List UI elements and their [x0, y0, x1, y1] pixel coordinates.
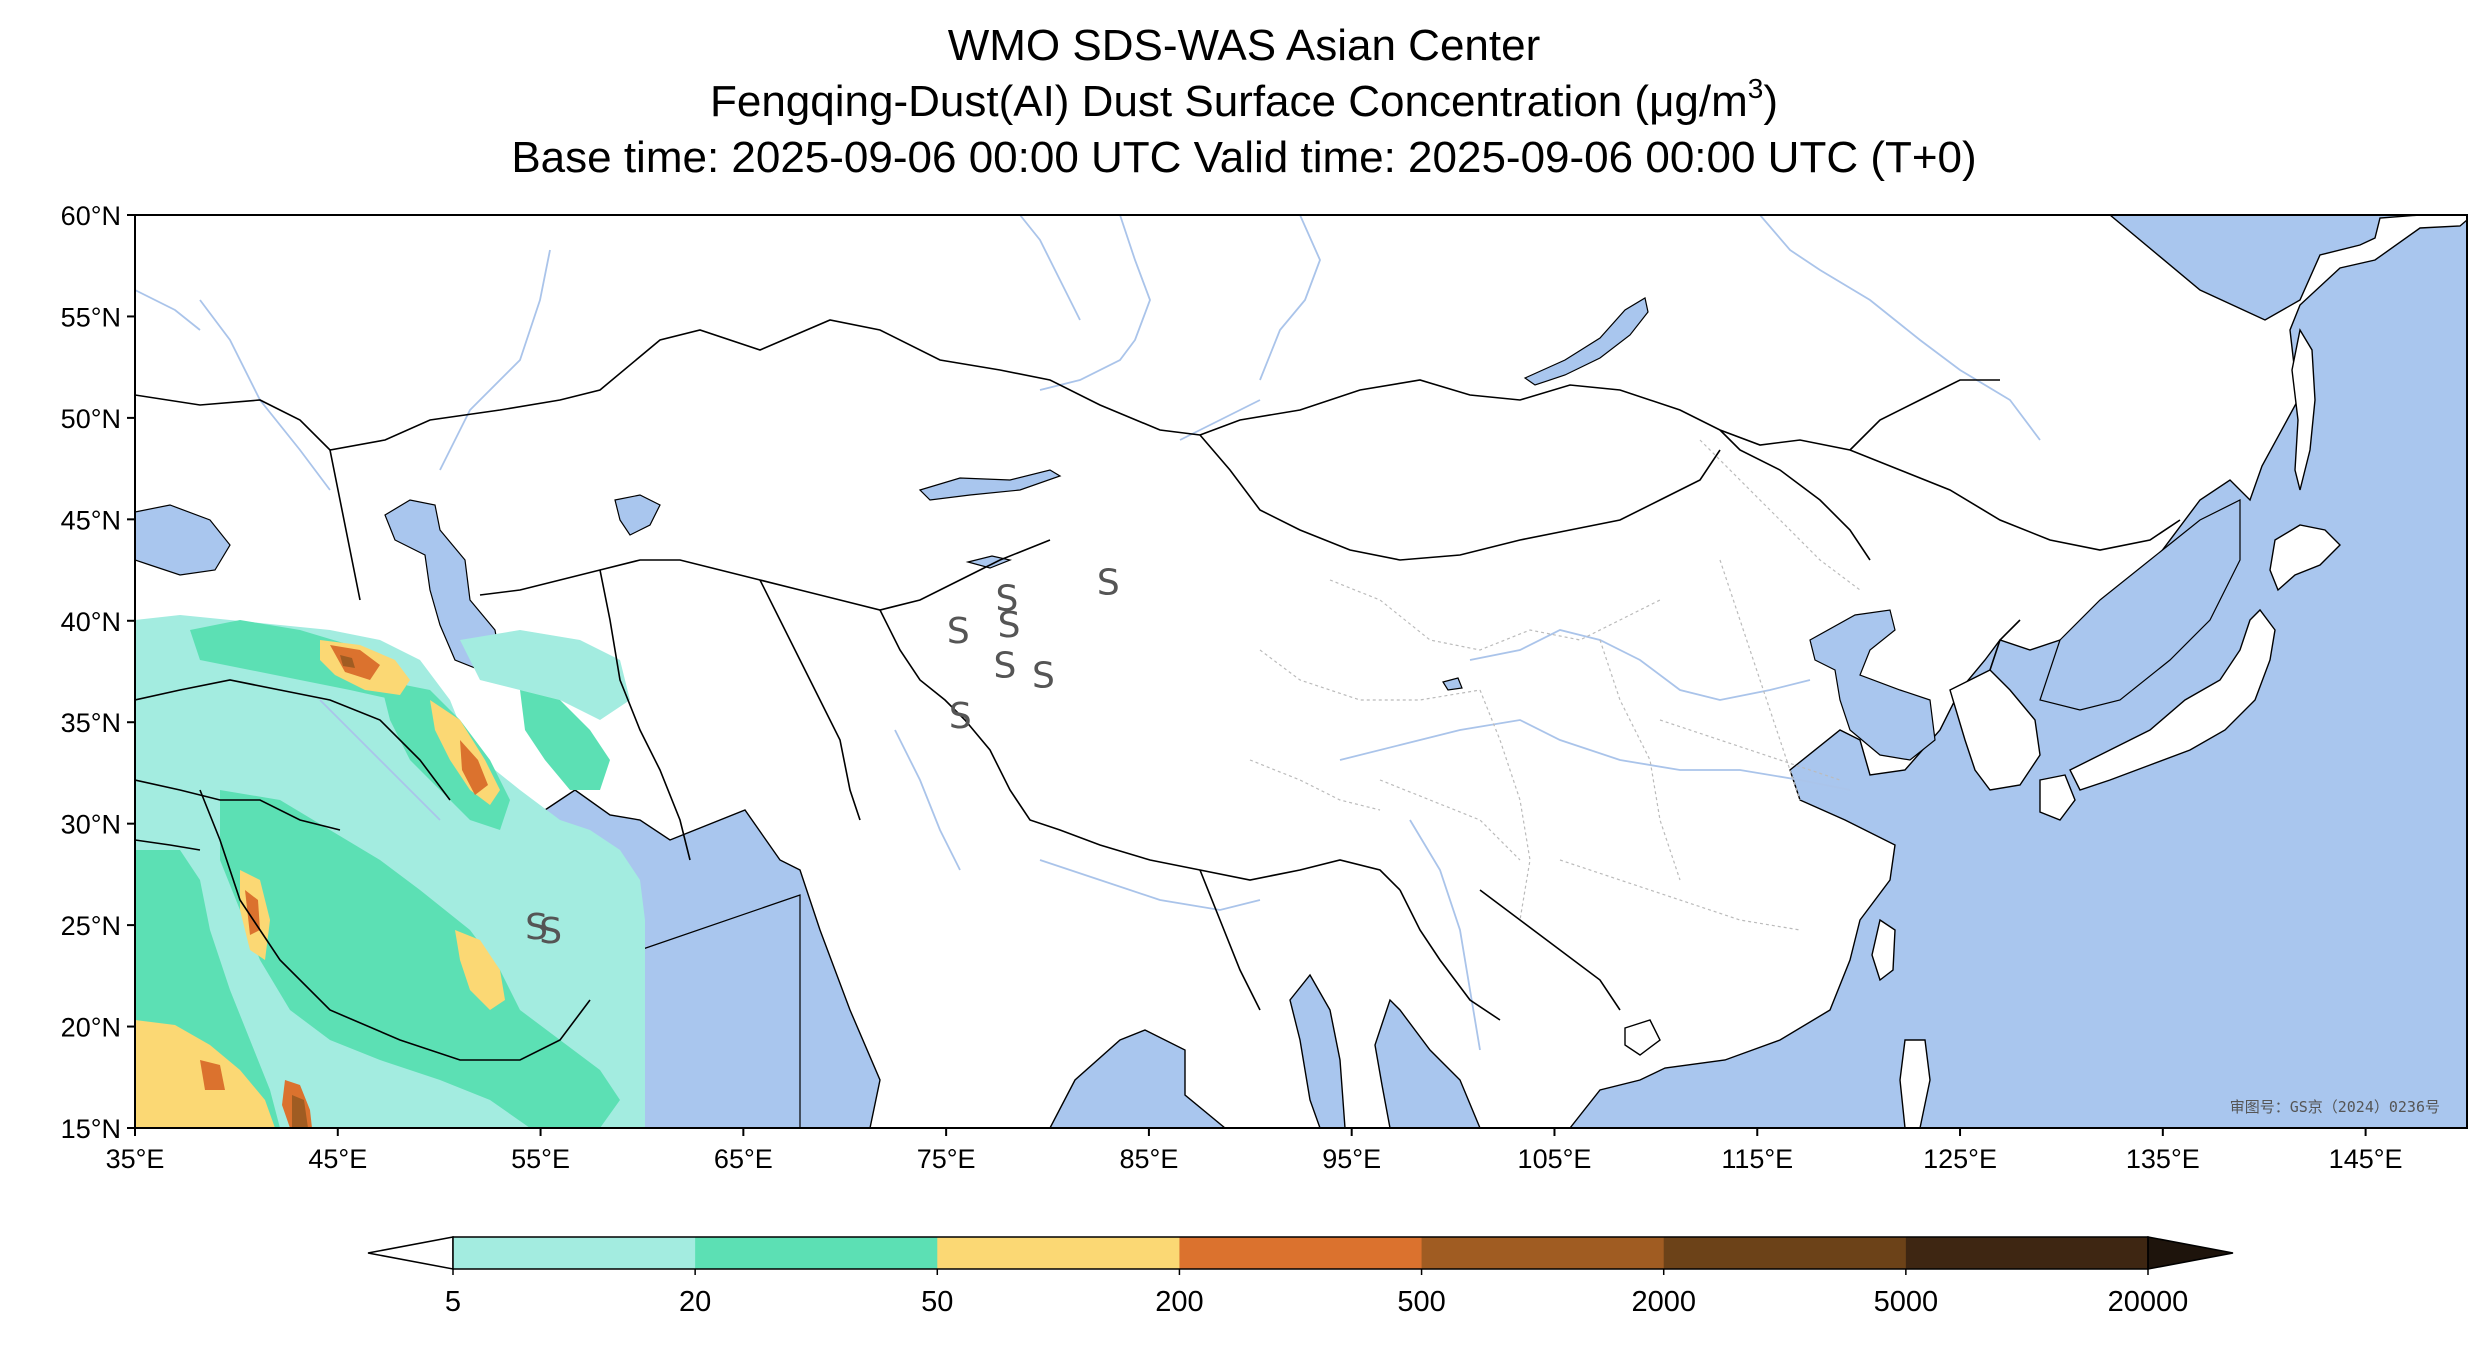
japan-hokkaido [2269, 524, 2341, 592]
lake-balkhash [918, 469, 1062, 501]
lat-tick-label: 40°N [61, 607, 121, 637]
lon-tick-label: 145°E [2329, 1144, 2403, 1174]
land-mass-eurasia [135, 215, 2467, 1128]
dust-contour-6 [520, 690, 610, 790]
station-marker-6: S [949, 696, 972, 737]
colorbar-segment-1 [695, 1237, 938, 1269]
korea-peninsula [1949, 669, 2041, 791]
station-marker-7: S [525, 907, 548, 948]
station-marker-1: S [998, 605, 1021, 646]
dust-contour-12 [330, 645, 380, 680]
lon-tick-label: 105°E [1518, 1144, 1592, 1174]
lon-tick-label: 125°E [1923, 1144, 1997, 1174]
colorbar-label: 50 [921, 1286, 953, 1318]
title-line-3: Base time: 2025-09-06 00:00 UTC Valid ti… [511, 133, 1977, 182]
colorbar: 5 20 50 200 500 2000 5000 20000 [367, 1236, 2234, 1318]
bohai-yellow-sea [1809, 609, 1936, 761]
dust-contour-16 [200, 1060, 225, 1090]
station-marker-0: S [996, 578, 1019, 619]
lake-baikal [1523, 297, 1649, 386]
lon-tick-label: 45°E [308, 1144, 367, 1174]
sakhalin [2291, 328, 2316, 491]
colorbar-outline [452, 1236, 2149, 1270]
station-marker-4: S [994, 645, 1017, 686]
province-boundaries [1249, 439, 1861, 931]
title-unit-mu: μ [1649, 77, 1675, 126]
lake-issyk-kul [965, 555, 1013, 569]
aral-sea [614, 494, 661, 536]
title-unit: g/m [1674, 77, 1748, 126]
lat-tick-label: 15°N [61, 1114, 121, 1144]
lat-tick-label: 25°N [61, 911, 121, 941]
dust-contour-18 [340, 655, 355, 668]
colorbar-label: 2000 [1631, 1286, 1696, 1318]
latitude-axis: 60°N 55°N 50°N 45°N 40°N 35°N 30°N 25°N 20°N 15°N [61, 201, 135, 1144]
station-marker-8: S [539, 911, 562, 952]
title-line-2-suffix: ) [1763, 77, 1779, 126]
black-sea [135, 504, 231, 576]
station-marker-2: S [947, 611, 970, 652]
title-line-1: WMO SDS-WAS Asian Center [947, 21, 1541, 70]
lon-tick-label: 55°E [511, 1144, 570, 1174]
lat-tick-label: 60°N [61, 201, 121, 231]
colorbar-label: 20 [679, 1286, 711, 1318]
lat-tick-label: 50°N [61, 404, 121, 434]
colorbar-segment-2 [937, 1237, 1180, 1269]
colorbar-label: 5 [445, 1286, 461, 1318]
lon-tick-label: 65°E [714, 1144, 773, 1174]
colorbar-segment-4 [1421, 1237, 1665, 1269]
title-line-2: Fengqing-Dust(AI) Dust Surface Concentra… [0, 74, 2488, 130]
dust-contour-17 [292, 1095, 308, 1128]
lon-tick-label: 85°E [1119, 1144, 1178, 1174]
lat-tick-label: 55°N [61, 302, 121, 332]
colorbar-label: 20000 [2108, 1286, 2189, 1318]
colorbar-under-arrow [367, 1236, 454, 1270]
dust-contour-13 [460, 740, 488, 795]
colorbar-label: 500 [1397, 1286, 1445, 1318]
dust-contour-1 [460, 630, 630, 720]
map-approval-number: 审图号：GS京（2024）0236号 [2230, 1098, 2440, 1116]
lat-tick-label: 30°N [61, 810, 121, 840]
lon-tick-label: 95°E [1322, 1144, 1381, 1174]
dust-contour-3 [220, 790, 620, 1128]
colorbar-label: 5000 [1874, 1286, 1939, 1318]
station-marker-3: S [1097, 562, 1120, 603]
philippines-luzon [1899, 1039, 1931, 1128]
rivers [135, 215, 2041, 1051]
colorbar-segment-0 [453, 1237, 696, 1269]
colorbar-segment-6 [1905, 1237, 2149, 1269]
hainan [1624, 1019, 1661, 1056]
longitude-axis: 35°E 45°E 55°E 65°E 75°E 85°E 95°E 105°E 115°E 12… [106, 1128, 2403, 1174]
japan-kyushu [2039, 774, 2076, 821]
dust-concentration-field [135, 615, 645, 1128]
map-frame [134, 214, 2468, 1129]
title-unit-exponent: 3 [1747, 73, 1764, 104]
colorbar-segment-3 [1179, 1237, 1423, 1269]
lon-tick-label: 35°E [106, 1144, 165, 1174]
taiwan [1871, 918, 1896, 982]
dust-contour-10 [455, 930, 505, 1010]
colorbar-over-arrow [2147, 1236, 2234, 1270]
lat-tick-label: 35°N [61, 708, 121, 738]
japan-honshu [2069, 608, 2276, 791]
lat-tick-label: 45°N [61, 505, 121, 535]
sea-of-japan [2039, 499, 2241, 711]
lon-tick-label: 75°E [917, 1144, 976, 1174]
title-line-2-prefix: Fengqing-Dust(AI) Dust Surface Concentra… [709, 77, 1650, 126]
lon-tick-label: 115°E [1721, 1144, 1793, 1174]
colorbar-label: 200 [1155, 1286, 1203, 1318]
colorbar-segment-5 [1663, 1237, 1907, 1269]
lat-tick-label: 20°N [61, 1013, 121, 1043]
lon-tick-label: 135°E [2126, 1144, 2200, 1174]
station-marker-5: S [1032, 656, 1055, 697]
country-boundaries [135, 319, 2181, 1061]
lake-qinghai [1442, 677, 1463, 691]
